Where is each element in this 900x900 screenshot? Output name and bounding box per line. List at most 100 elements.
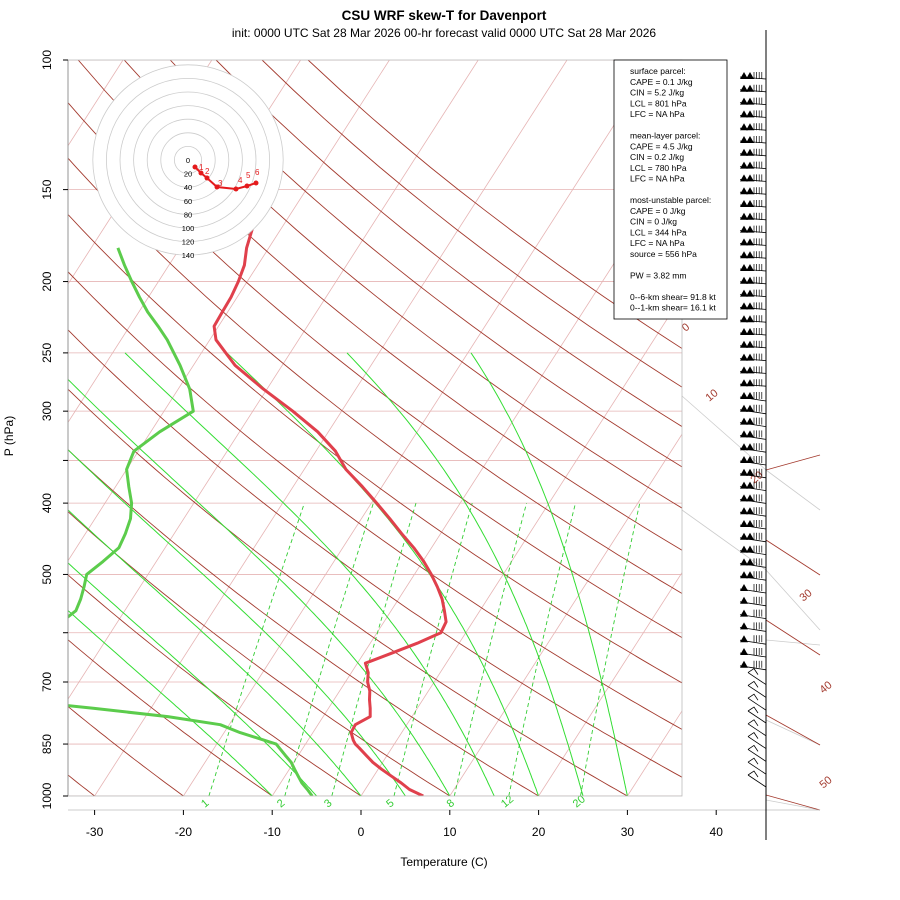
extension-line	[765, 799, 821, 811]
info-line: LFC = NA hPa	[630, 174, 685, 184]
wind-barb	[739, 174, 767, 182]
dry-adiabat	[68, 157, 682, 639]
dry-adiabat	[68, 511, 451, 796]
barb-pennant	[746, 200, 754, 207]
wind-barb	[739, 123, 767, 131]
wind-barb	[739, 328, 767, 336]
x-tick-label: 20	[532, 825, 546, 839]
barb-pennant	[746, 251, 754, 259]
hodograph-point-label: 6	[255, 168, 260, 177]
dry-adiabat-label: 40	[818, 679, 835, 696]
info-line: most-unstable parcel:	[630, 195, 711, 205]
barb-pennant	[746, 187, 754, 195]
wind-barb	[739, 596, 767, 607]
barb-pennant	[740, 571, 748, 579]
barb-feather	[747, 732, 759, 739]
barb-pennant	[746, 404, 754, 412]
hodograph-point-label: 2	[205, 167, 210, 176]
wind-barb	[739, 187, 767, 195]
wind-barb	[739, 289, 767, 297]
mixing-ratio-line	[453, 502, 528, 796]
y-tick-label: 150	[40, 179, 54, 199]
isotherm-line	[538, 571, 682, 796]
barb-pennant	[740, 545, 748, 553]
mixing-ratio-line	[580, 503, 641, 796]
mixing-ratio-label: 5	[384, 797, 396, 810]
hodograph-ring-label: 20	[184, 170, 192, 179]
barb-pennant	[746, 379, 754, 387]
dry-adiabat	[307, 60, 682, 350]
extension-line	[765, 719, 821, 746]
barb-pennant	[746, 532, 754, 540]
barb-pennant	[740, 84, 748, 92]
barb-pennant	[746, 276, 754, 284]
wind-barb	[747, 732, 767, 749]
extension-adiabat	[765, 454, 821, 471]
barb-pennant	[740, 507, 748, 515]
x-tick-label: -30	[86, 825, 104, 839]
mixing-ratio-label: 2	[275, 797, 287, 810]
hodograph-ring-label: 60	[184, 197, 192, 206]
moist-adiabat	[68, 609, 273, 796]
barb-pennant	[746, 558, 754, 566]
barb-pennant	[740, 328, 748, 335]
hodograph-point	[192, 164, 198, 170]
mixing-ratio-label: 1	[199, 797, 211, 810]
dry-adiabat	[68, 639, 273, 796]
barb-pennant	[746, 110, 754, 118]
wind-barb	[739, 443, 767, 453]
y-tick-label: 1000	[40, 782, 54, 809]
wind-barb	[739, 353, 767, 361]
x-axis-label: Temperature (C)	[400, 855, 487, 869]
barb-pennant	[740, 520, 748, 527]
barb-pennant	[740, 648, 748, 655]
barb-pennant	[740, 456, 748, 463]
barb-feather	[747, 693, 759, 701]
barb-shaft	[747, 672, 767, 685]
barb-pennant	[746, 417, 754, 425]
dry-adiabat	[68, 449, 539, 796]
wind-barb	[739, 110, 767, 118]
hodograph-point-label: 3	[218, 179, 223, 188]
hodograph-point	[204, 175, 210, 181]
barb-shaft	[747, 774, 767, 788]
barb-pennant	[740, 225, 748, 233]
barb-pennant	[746, 161, 754, 169]
wind-barb	[739, 635, 767, 645]
hodograph-ring	[173, 145, 202, 174]
barb-pennant	[746, 366, 754, 374]
wind-barb	[747, 744, 767, 762]
hodograph-point	[244, 183, 250, 189]
extension-line	[765, 469, 821, 511]
barb-pennant	[746, 97, 754, 105]
dry-adiabat	[68, 574, 362, 796]
barb-pennant	[740, 200, 748, 207]
x-tick-label: 10	[443, 825, 457, 839]
y-tick-label: 500	[40, 564, 54, 584]
info-line: CIN = 0.2 J/kg	[630, 152, 684, 162]
barb-pennant	[740, 251, 748, 259]
dry-adiabat	[68, 388, 628, 796]
barb-pennant	[740, 494, 748, 502]
barb-pennant	[740, 238, 748, 246]
extension-line	[765, 569, 821, 631]
isotherm-line	[716, 60, 900, 796]
barb-pennant	[740, 392, 748, 399]
mixing-ratio-line	[284, 502, 374, 796]
dry-adiabat	[68, 213, 682, 684]
info-line: LCL = 780 hPa	[630, 163, 687, 173]
hodograph-ring-label: 80	[184, 210, 192, 219]
hodograph-point	[233, 186, 239, 192]
hodograph-ring-label: 0	[186, 156, 190, 165]
y-tick-label: 100	[40, 50, 54, 70]
barb-pennant	[740, 212, 748, 220]
barb-pennant	[746, 481, 754, 489]
info-line: PW = 3.82 mm	[630, 270, 686, 280]
wind-barb	[739, 468, 767, 479]
info-line: LCL = 344 hPa	[630, 227, 687, 237]
dry-adiabat	[68, 101, 682, 594]
barb-feather	[747, 668, 759, 675]
info-line: source = 556 hPa	[630, 249, 697, 259]
hodograph-ring-label: 120	[182, 238, 195, 247]
y-tick-label: 850	[40, 734, 54, 754]
